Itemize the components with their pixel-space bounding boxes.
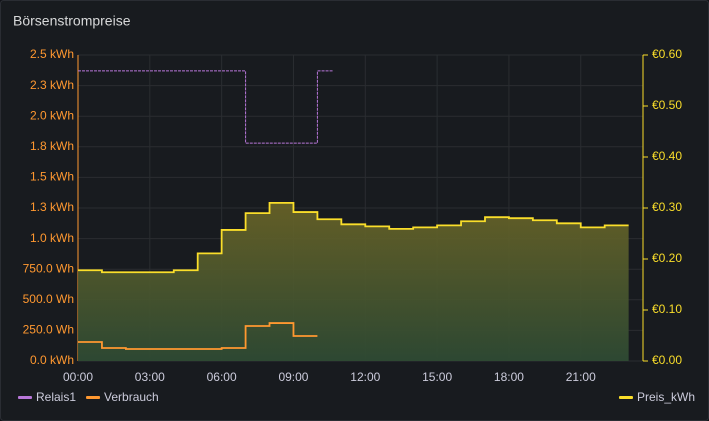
y-tick-label: 1.0 kWh	[30, 231, 74, 245]
panel-title: Börsenstrompreise	[13, 13, 131, 29]
y-tick-label: 750.0 Wh	[23, 261, 74, 275]
area	[78, 202, 629, 361]
x-tick-label: 03:00	[135, 370, 165, 384]
y-tick-label: 500.0 Wh	[23, 292, 74, 306]
y-tick-label: 0.0 kWh	[30, 353, 74, 367]
legend-label[interactable]: Relais1	[36, 390, 76, 404]
legend-label[interactable]: Preis_kWh	[637, 390, 695, 404]
y2-tick-label: €0.50	[652, 98, 682, 112]
y2-tick-label: €0.60	[652, 47, 682, 61]
y2-tick-label: €0.10	[652, 302, 682, 316]
x-tick-label: 18:00	[494, 370, 524, 384]
x-tick-label: 09:00	[278, 370, 308, 384]
y-tick-label: 2.0 kWh	[30, 108, 74, 122]
x-tick-label: 12:00	[350, 370, 380, 384]
y-tick-label: 2.3 kWh	[30, 78, 74, 92]
y-tick-label: 1.5 kWh	[30, 170, 74, 184]
legend-swatch[interactable]	[18, 396, 32, 399]
y2-tick-label: €0.00	[652, 353, 682, 367]
legend-swatch[interactable]	[618, 396, 633, 399]
legend-swatch[interactable]	[86, 396, 101, 399]
y-tick-label: 1.3 kWh	[30, 200, 74, 214]
y-tick-label: 1.8 kWh	[30, 139, 74, 153]
x-tick-label: 06:00	[207, 370, 237, 384]
y-tick-label: 250.0 Wh	[23, 323, 74, 337]
x-tick-label: 21:00	[566, 370, 596, 384]
x-tick-label: 15:00	[422, 370, 452, 384]
x-tick-label: 00:00	[63, 370, 93, 384]
y2-tick-label: €0.20	[652, 251, 682, 265]
line-series	[78, 322, 318, 350]
y-tick-label: 2.5 kWh	[30, 47, 74, 61]
y2-tick-label: €0.40	[652, 149, 682, 163]
line-series	[78, 202, 629, 274]
line-series	[78, 70, 334, 144]
legend-label[interactable]: Verbrauch	[104, 390, 159, 404]
y2-tick-label: €0.30	[652, 200, 682, 214]
